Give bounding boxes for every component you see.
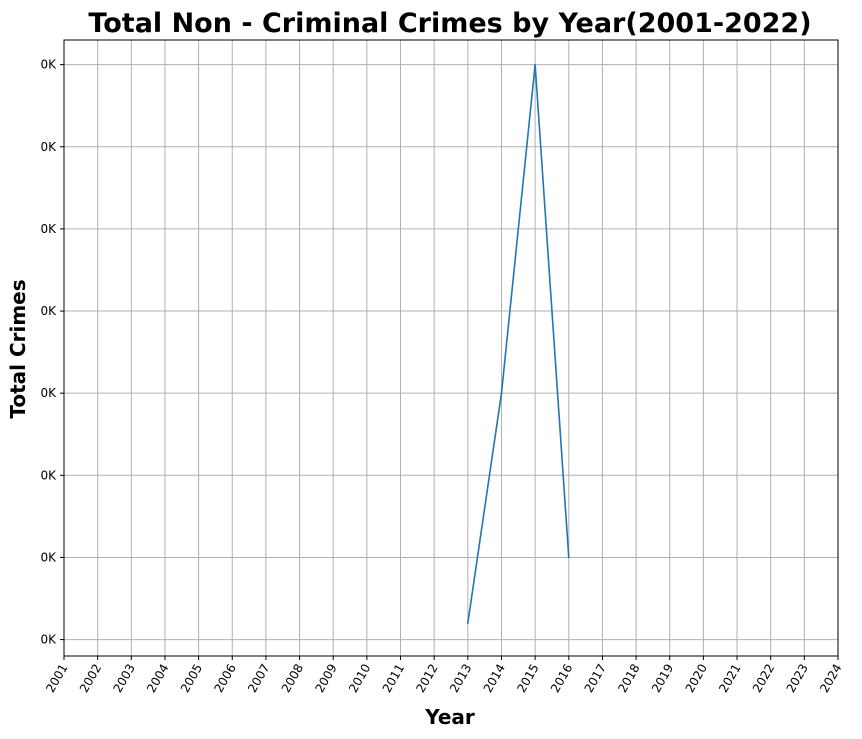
x-tick-label: 2006 <box>211 662 238 695</box>
x-tick-label: 2002 <box>77 662 104 695</box>
x-tick-label: 2015 <box>514 662 541 695</box>
x-axis-label: Year <box>424 705 475 729</box>
x-grid <box>63 40 839 656</box>
x-tick-label: 2010 <box>346 662 373 695</box>
y-tick-label: 0K <box>40 58 57 72</box>
x-tick-label: 2021 <box>716 662 743 695</box>
data-point <box>534 63 536 66</box>
x-tick-label: 2001 <box>43 662 70 695</box>
y-tick-label: 0K <box>40 140 57 154</box>
x-axis-ticks: 2001 2002 2003 2004 2005 2006 2007 2008 2009 2010… <box>43 656 845 695</box>
x-tick-label: 2005 <box>178 662 205 695</box>
y-tick-label: 0K <box>40 222 57 236</box>
y-tick-label: 0K <box>40 550 57 564</box>
x-tick-label: 2024 <box>817 662 844 695</box>
y-tick-label: 0K <box>40 304 57 318</box>
x-tick-label: 2016 <box>548 662 575 695</box>
x-tick-label: 2020 <box>683 662 710 695</box>
x-tick-label: 2004 <box>144 662 171 695</box>
y-tick-label: 0K <box>40 386 57 400</box>
data-point <box>467 622 469 624</box>
x-tick-label: 2003 <box>111 662 138 695</box>
series-layer <box>467 63 570 624</box>
y-tick-label: 0K <box>40 468 57 482</box>
y-axis-label: Total Crimes <box>6 279 30 418</box>
chart-title: Total Non - Criminal Crimes by Year(2001… <box>88 8 811 39</box>
y-axis-ticks: 0K 0K 0K 0K 0K 0K 0K 0K <box>40 58 64 647</box>
plot-frame <box>63 39 839 657</box>
x-tick-label: 2008 <box>279 662 306 695</box>
x-tick-label: 2013 <box>447 662 474 695</box>
series-line <box>467 64 570 624</box>
x-tick-label: 2007 <box>245 662 272 695</box>
x-tick-label: 2018 <box>615 662 642 695</box>
x-tick-label: 2019 <box>649 662 676 695</box>
y-tick-label: 0K <box>40 633 57 647</box>
x-tick-label: 2011 <box>380 662 407 695</box>
x-tick-label: 2009 <box>312 662 339 695</box>
y-grid <box>64 64 838 641</box>
data-point <box>567 556 570 559</box>
data-point <box>500 392 503 394</box>
x-tick-label: 2023 <box>784 662 811 695</box>
x-tick-label: 2017 <box>582 662 609 695</box>
x-tick-label: 2014 <box>481 662 508 695</box>
x-tick-label: 2022 <box>750 662 777 695</box>
x-tick-label: 2012 <box>413 662 440 695</box>
